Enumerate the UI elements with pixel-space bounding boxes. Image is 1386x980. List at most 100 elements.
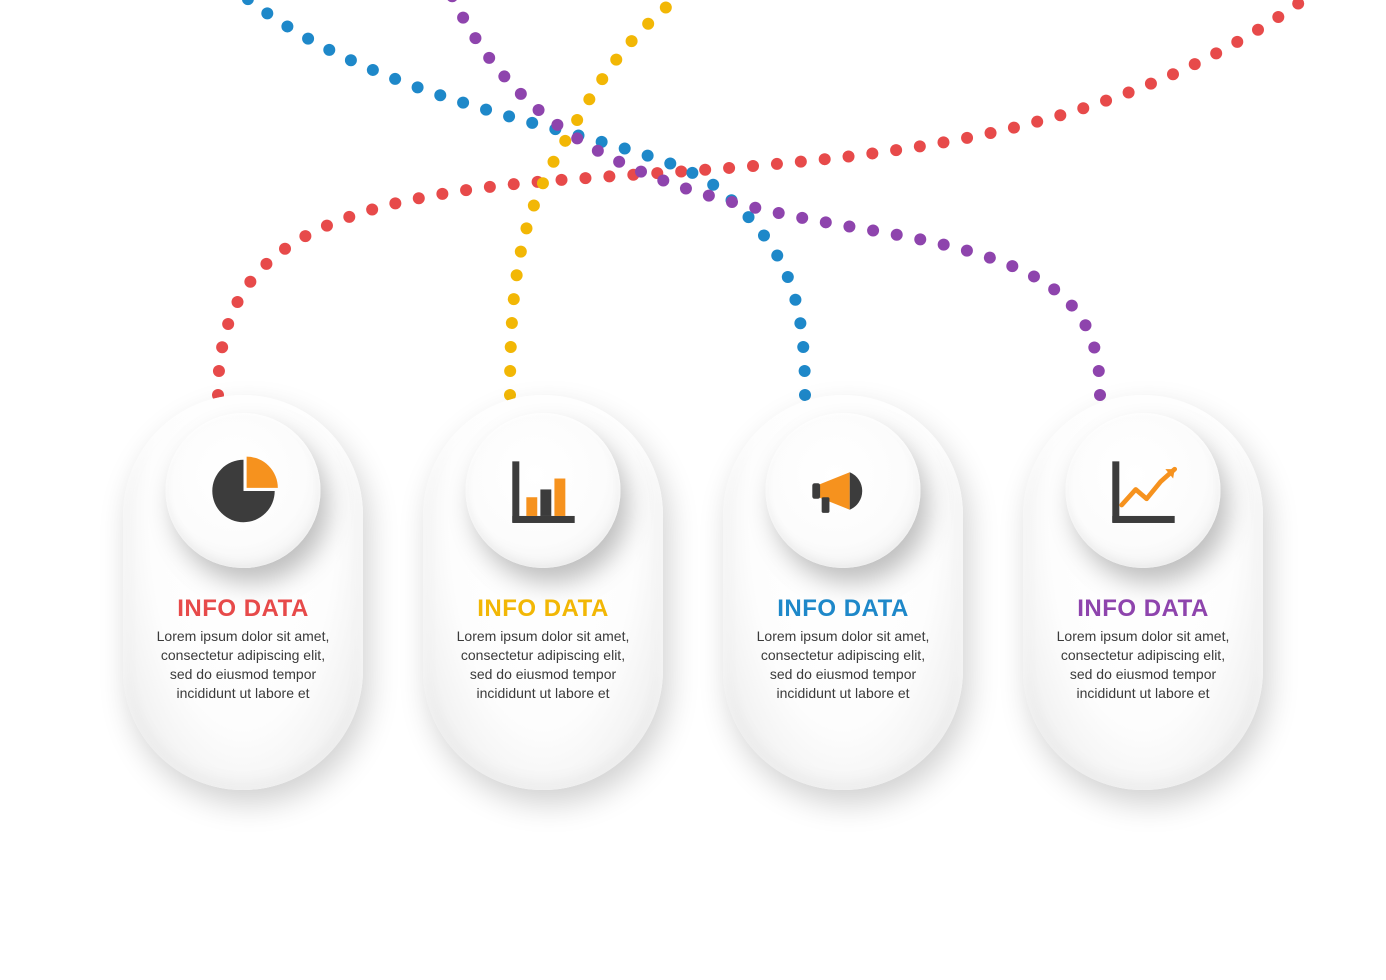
- connector-dot: [413, 192, 425, 204]
- connector-dot: [610, 54, 622, 66]
- connector-dot: [890, 144, 902, 156]
- connector-dot: [985, 127, 997, 139]
- connector-dot: [771, 249, 783, 261]
- connector-dot: [596, 136, 608, 148]
- connector-dot: [508, 293, 520, 305]
- connector-dot: [660, 2, 672, 14]
- connector-dot: [675, 165, 687, 177]
- connector-dot: [366, 204, 378, 216]
- connector-dot: [1210, 47, 1222, 59]
- connector-dot: [627, 169, 639, 181]
- connector-dot: [619, 142, 631, 154]
- connector-dot: [279, 243, 291, 255]
- connector-dot: [436, 188, 448, 200]
- connector-dot: [680, 182, 692, 194]
- connector-dot: [937, 136, 949, 148]
- connector-dot: [723, 162, 735, 174]
- connector-dot: [747, 160, 759, 172]
- connector-dot: [412, 81, 424, 93]
- connector-dot: [389, 73, 401, 85]
- connector-dot: [726, 194, 738, 206]
- connector-dot: [508, 178, 520, 190]
- connector-dot: [914, 140, 926, 152]
- card-title: INFO DATA: [1023, 595, 1263, 623]
- connector-dot: [260, 258, 272, 270]
- connector-dot: [866, 147, 878, 159]
- pie-chart-icon: [166, 413, 321, 568]
- card-body: Lorem ipsum dolor sit amet, consectetur …: [451, 627, 635, 703]
- connector-dot: [302, 33, 314, 45]
- connector-dot: [726, 196, 738, 208]
- connector-dot: [261, 7, 273, 19]
- card-body: Lorem ipsum dolor sit amet, consectetur …: [151, 627, 335, 703]
- connector-dot: [596, 73, 608, 85]
- connector-dot: [222, 318, 234, 330]
- connector-dot: [984, 252, 996, 264]
- line-chart-icon: [1066, 413, 1221, 568]
- card-body: Lorem ipsum dolor sit amet, consectetur …: [1051, 627, 1235, 703]
- connector-dot: [571, 114, 583, 126]
- connector-dot: [434, 89, 446, 101]
- connector-dot: [603, 170, 615, 182]
- connector-dot: [1231, 36, 1243, 48]
- connector-dot: [504, 365, 516, 377]
- connector-dot: [528, 200, 540, 212]
- connector-dot: [771, 158, 783, 170]
- connector-dot: [232, 296, 244, 308]
- card-title: INFO DATA: [423, 595, 663, 623]
- connector-dot: [819, 153, 831, 165]
- connector-dot: [796, 212, 808, 224]
- connector-dot: [758, 230, 770, 242]
- connector-dot: [503, 110, 515, 122]
- connector-dot: [511, 269, 523, 281]
- megaphone-icon: [766, 413, 921, 568]
- connector-dot: [244, 276, 256, 288]
- connector-dot: [1088, 341, 1100, 353]
- connector-dot: [389, 197, 401, 209]
- cards-row: INFO DATA Lorem ipsum dolor sit amet, con…: [0, 395, 1386, 790]
- card-title: INFO DATA: [123, 595, 363, 623]
- connector-dot: [1048, 283, 1060, 295]
- connector-dot: [1100, 95, 1112, 107]
- connector-dot: [323, 44, 335, 56]
- connector-dot: [938, 239, 950, 251]
- connector-dot: [281, 20, 293, 32]
- info-card: INFO DATA Lorem ipsum dolor sit amet, con…: [423, 395, 663, 790]
- connector-dot: [321, 220, 333, 232]
- connector-dot: [1272, 11, 1284, 23]
- connector-dot: [573, 129, 585, 141]
- connector-dot: [1077, 102, 1089, 114]
- connector-dot: [642, 150, 654, 162]
- connector-dot: [345, 54, 357, 66]
- connector-dot: [520, 222, 532, 234]
- connector-dot: [1054, 109, 1066, 121]
- connector-dot: [782, 271, 794, 283]
- connector-dot: [446, 0, 458, 2]
- connector-dot: [571, 132, 583, 144]
- connector-dot: [533, 104, 545, 116]
- connector-dot: [1252, 24, 1264, 36]
- connector-dot: [469, 32, 481, 44]
- connector-dot: [743, 211, 755, 223]
- connector-dot: [460, 184, 472, 196]
- card-title: INFO DATA: [723, 595, 963, 623]
- connector-dot: [626, 35, 638, 47]
- connector-dot: [515, 246, 527, 258]
- connector-dot: [213, 365, 225, 377]
- connector-dot: [505, 341, 517, 353]
- bar-chart-icon: [466, 413, 621, 568]
- connector-dot: [367, 64, 379, 76]
- connector-dot: [797, 341, 809, 353]
- connector-dot: [613, 156, 625, 168]
- connector-dot: [457, 97, 469, 109]
- connector-dot: [537, 177, 549, 189]
- connector-dot: [789, 294, 801, 306]
- info-card: INFO DATALorem ipsum dolor sit amet, con…: [723, 395, 963, 790]
- connector-dot: [592, 145, 604, 157]
- connector-dot: [642, 18, 654, 30]
- connector-dot: [1066, 300, 1078, 312]
- connector-dot: [506, 317, 518, 329]
- connector-dot: [242, 0, 254, 5]
- connector-dot: [1028, 270, 1040, 282]
- connector-dot: [1079, 319, 1091, 331]
